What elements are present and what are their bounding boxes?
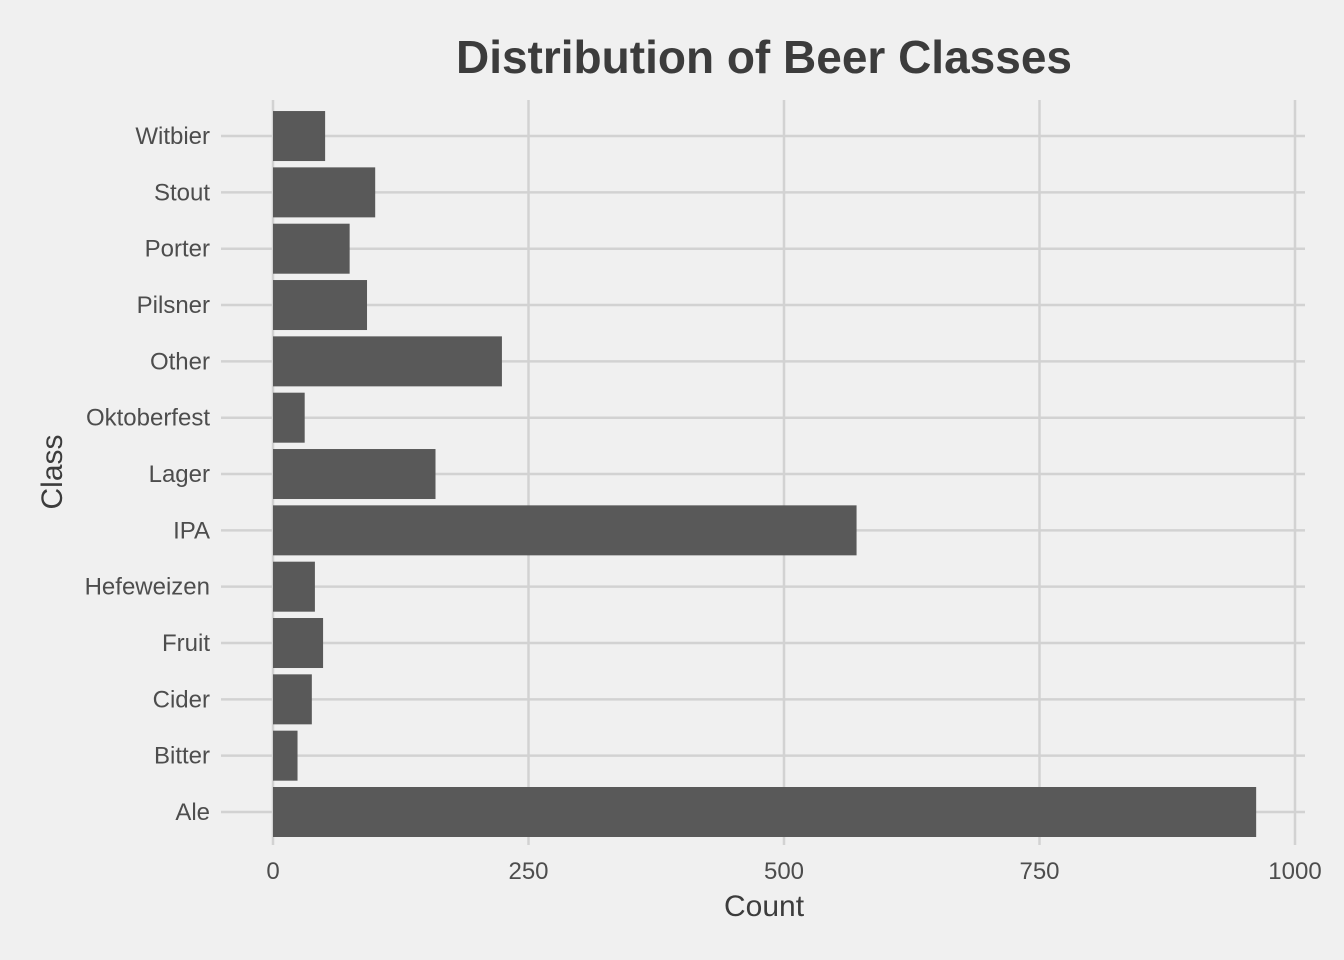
y-tick-label-ipa: IPA [173,517,210,544]
bar-porter [273,223,350,274]
x-tick-label-250: 250 [508,858,548,885]
bar-other [273,336,502,387]
y-tick-label-oktoberfest: Oktoberfest [86,405,210,432]
bar-fruit [273,618,324,669]
bar-oktoberfest [273,392,305,443]
bar-pilsner [273,280,368,331]
y-tick-label-fruit: Fruit [162,630,210,657]
x-tick-label-750: 750 [1019,858,1059,885]
y-tick-label-ale: Ale [175,799,210,826]
y-tick-label-stout: Stout [154,179,210,206]
bar-bitter [273,730,298,781]
y-tick-label-hefeweizen: Hefeweizen [85,574,210,601]
y-tick-label-other: Other [150,348,210,375]
bar-ipa [273,505,857,556]
bars [273,111,1257,837]
bar-stout [273,167,376,218]
bar-cider [273,674,312,725]
y-tick-label-porter: Porter [145,236,210,263]
chart-title: Distribution of Beer Classes [456,31,1072,83]
y-tick-label-bitter: Bitter [154,743,210,770]
x-tick-label-500: 500 [764,858,804,885]
y-tick-label-witbier: Witbier [135,123,210,150]
bar-ale [273,787,1257,837]
x-axis-tick-labels: 0 250 500 750 1000 [266,858,1321,885]
y-axis-tick-labels: Ale Bitter Cider Fruit Hefeweizen IPA Lager Okt… [85,123,211,826]
x-tick-label-1000: 1000 [1268,858,1321,885]
bar-hefeweizen [273,561,315,612]
bar-witbier [273,111,326,162]
y-tick-label-lager: Lager [149,461,210,488]
y-tick-label-cider: Cider [153,686,210,713]
y-axis-title: Class [36,434,69,509]
x-tick-label-0: 0 [266,858,279,885]
x-axis-title: Count [724,890,805,923]
bar-lager [273,449,436,500]
y-tick-label-pilsner: Pilsner [137,292,210,319]
